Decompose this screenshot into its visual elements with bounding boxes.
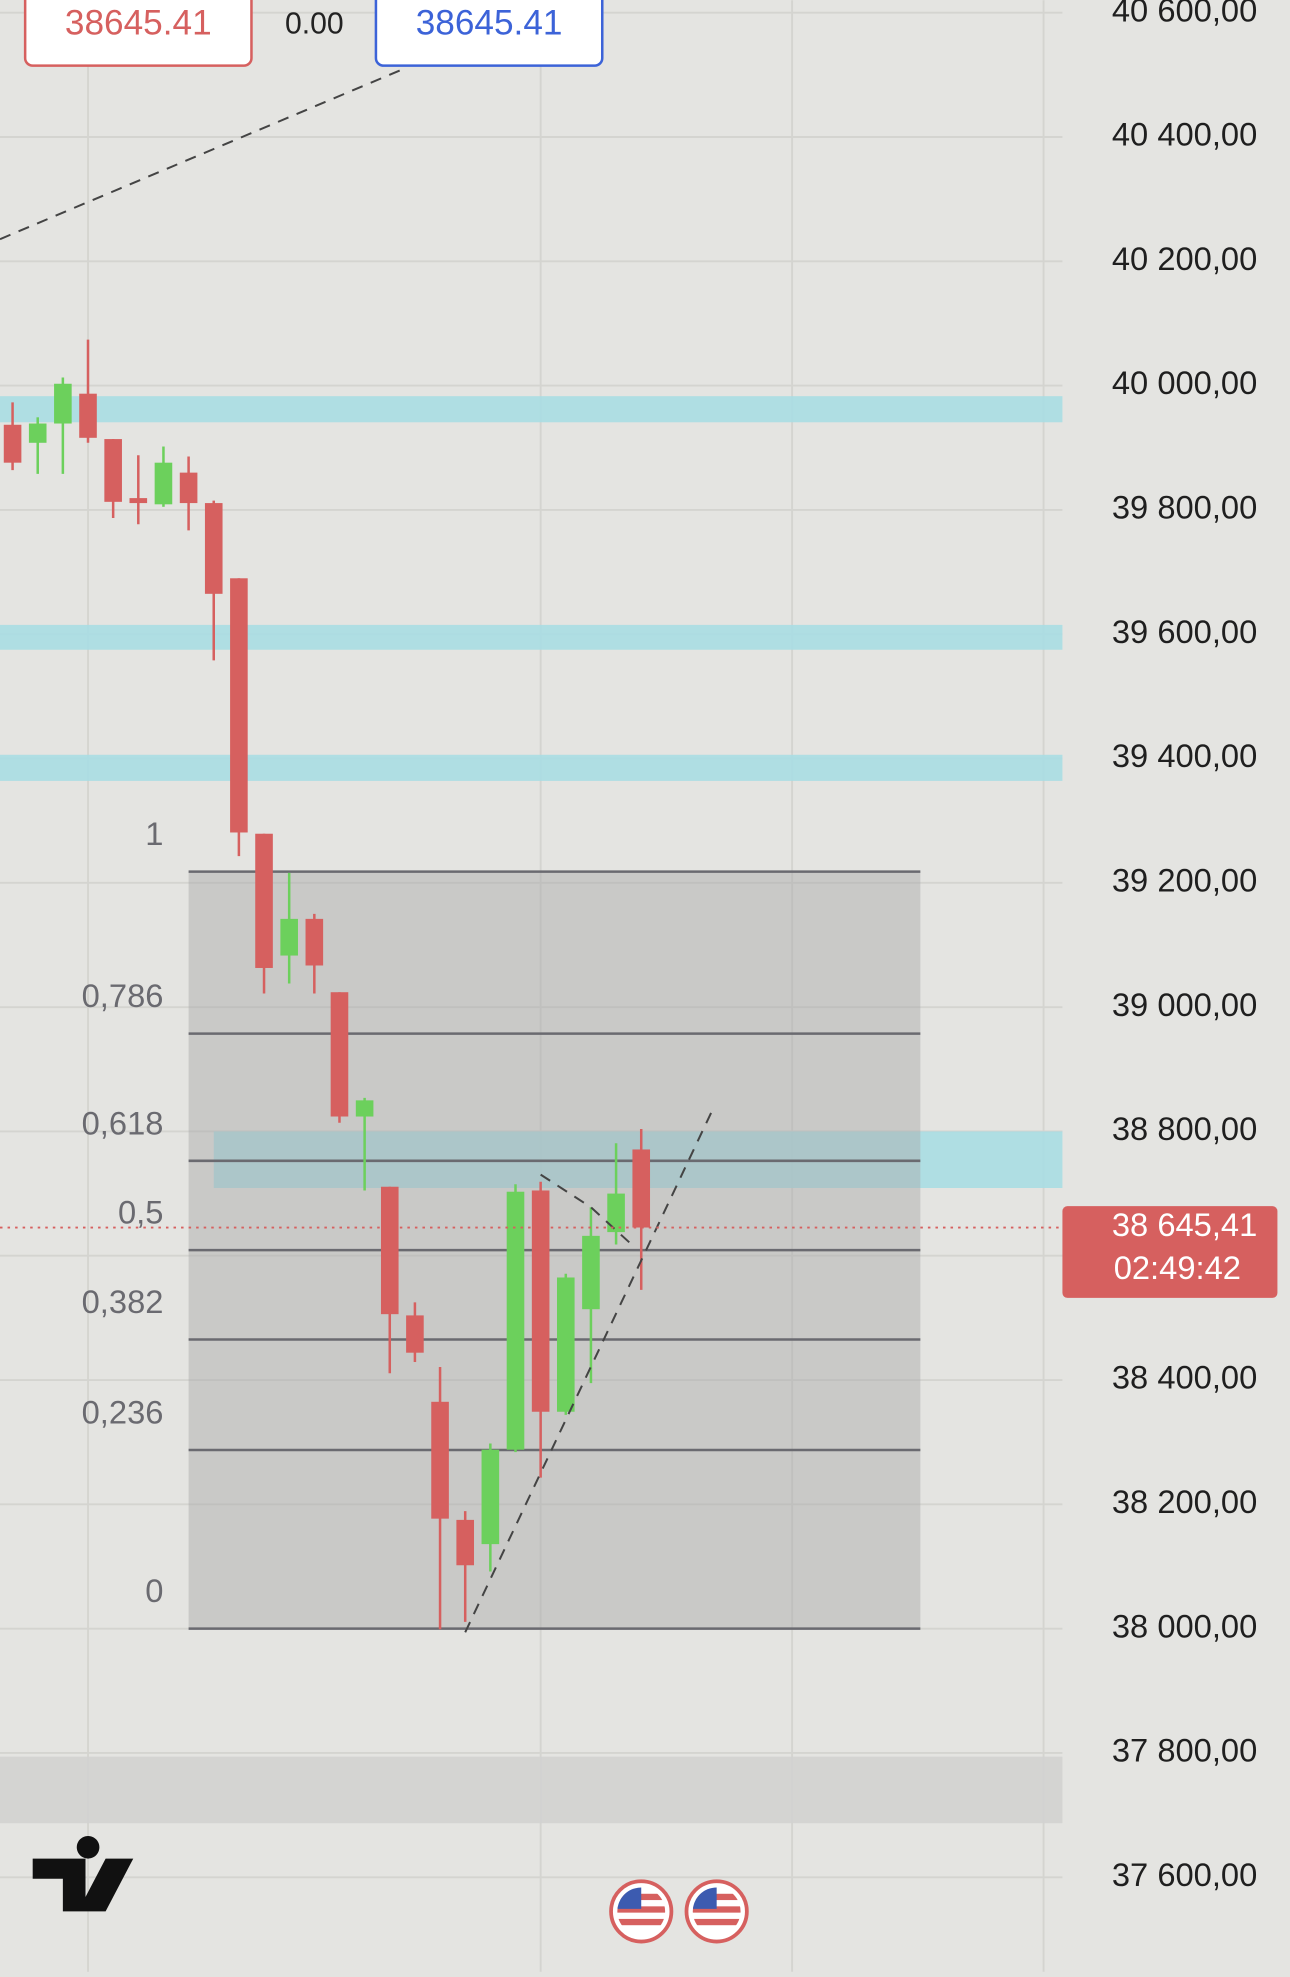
candle-body	[380, 1186, 399, 1315]
y-tick-label: 39 000,00	[1112, 986, 1257, 1023]
trendline	[464, 1111, 713, 1633]
fib-level-label: 1	[145, 815, 163, 852]
zone	[0, 1756, 1063, 1824]
candle-body	[154, 462, 173, 505]
y-tick-label: 37 600,00	[1112, 1856, 1257, 1893]
y-tick-label: 40 600,00	[1112, 0, 1257, 28]
price-box	[23, 0, 253, 67]
top-boxes: 38645.41 0.00 38645.41	[23, 0, 604, 67]
price-box-text: 38645.41	[416, 4, 563, 43]
fib-level-label: 0,382	[82, 1283, 164, 1320]
candle-body	[79, 393, 97, 438]
fib-level-label: 0,5	[118, 1194, 163, 1231]
flag-icon	[609, 1879, 674, 1944]
event-flags	[609, 1879, 749, 1944]
y-tick-label: 37 800,00	[1112, 1732, 1257, 1769]
y-tick-label: 39 800,00	[1112, 489, 1257, 526]
candle-body	[129, 498, 148, 504]
candle-body	[607, 1193, 625, 1233]
candle-body	[506, 1191, 525, 1450]
candle-body	[280, 918, 298, 956]
y-tick-label: 40 200,00	[1112, 240, 1257, 277]
candle-body	[556, 1277, 575, 1412]
candle-body	[481, 1449, 500, 1545]
y-tick-label: 38 800,00	[1112, 1110, 1257, 1147]
candle-body	[406, 1315, 424, 1353]
candle-body	[230, 578, 248, 833]
candle-body	[28, 423, 47, 443]
candle-body	[104, 439, 122, 502]
candle-body	[305, 918, 324, 966]
candle-body	[255, 833, 273, 968]
fib-level-label: 0	[145, 1572, 163, 1609]
zone	[0, 396, 1063, 423]
logo	[32, 1835, 134, 1912]
candle-body	[54, 383, 72, 424]
vertical-grid	[87, 0, 1045, 1972]
last-price-box	[1062, 1206, 1278, 1298]
candle-body	[3, 424, 22, 463]
candle-body	[330, 992, 349, 1117]
y-tick-label: 38 200,00	[1112, 1483, 1257, 1520]
zone	[0, 624, 1063, 650]
candle-body	[355, 1100, 374, 1117]
y-tick-label: 38 400,00	[1112, 1359, 1257, 1396]
trendlines	[0, 68, 713, 1633]
candle-body	[582, 1235, 600, 1310]
y-tick-label: 38 000,00	[1112, 1607, 1257, 1644]
candle-body	[456, 1519, 475, 1566]
y-tick-label: 40 000,00	[1112, 364, 1257, 401]
y-tick-label: 39 200,00	[1112, 861, 1257, 898]
candle-body	[204, 503, 223, 594]
fib-level-label: 0,786	[82, 977, 164, 1014]
fib-level-label: 0,618	[82, 1104, 164, 1141]
candle-body	[431, 1401, 449, 1519]
y-tick-label: 40 400,00	[1112, 116, 1257, 153]
price-box-text: 38645.41	[65, 4, 212, 43]
countdown: 02:49:42	[1114, 1249, 1241, 1286]
fib-level-label: 0,236	[82, 1393, 164, 1430]
zone	[0, 754, 1063, 781]
last-price-label: 38 645,41	[1112, 1206, 1257, 1243]
candle-body	[531, 1190, 550, 1412]
tv-logo	[32, 1835, 134, 1912]
candle-body	[632, 1149, 651, 1228]
y-tick-label: 39 600,00	[1112, 613, 1257, 650]
y-tick-label: 39 400,00	[1112, 737, 1257, 774]
diff-text: 0.00	[285, 7, 344, 40]
flag-icon	[684, 1879, 749, 1944]
candle-body	[179, 472, 198, 504]
price-box	[374, 0, 604, 67]
trendline	[0, 68, 403, 241]
